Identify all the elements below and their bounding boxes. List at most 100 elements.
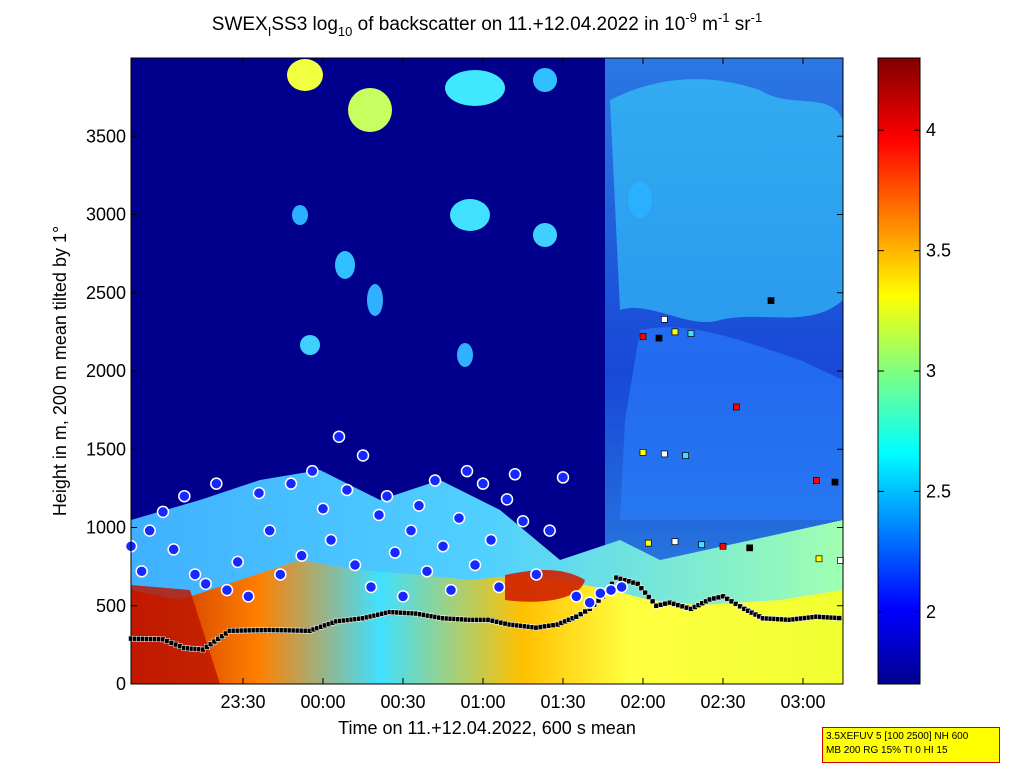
upper-aerosol-patches — [287, 59, 652, 367]
y-axis: 0 500 1000 1500 2000 2500 3000 3500 — [86, 126, 843, 694]
cloud-base-point — [436, 540, 450, 553]
cloud-base-series — [124, 430, 628, 609]
cloud-base-point — [135, 565, 148, 578]
y-tick-label: 3500 — [86, 126, 126, 146]
cloud-base-point — [364, 580, 378, 594]
colorbar-tick-label: 3.5 — [926, 241, 951, 261]
cloud-base-point — [284, 477, 298, 490]
x-tick-label: 03:00 — [780, 692, 825, 712]
info-box: 3.5XEFUV 5 [100 2500] NH 600 MB 200 RG 1… — [822, 727, 1000, 763]
upper-layer-point — [660, 316, 668, 323]
mixing-layer-point — [638, 585, 645, 591]
cloud-base-point — [316, 502, 330, 515]
cloud-base-point — [178, 489, 191, 503]
cloud-base-point — [543, 524, 556, 537]
y-tick-label: 3000 — [86, 205, 126, 225]
cloud-base-point — [583, 596, 596, 609]
mid-haze-patch — [620, 327, 843, 520]
cloud-base-point — [452, 511, 466, 525]
info-line-1: 3.5XEFUV 5 [100 2500] NH 600 — [826, 731, 969, 742]
cloud-base-point — [306, 464, 319, 478]
upper-layer-point — [639, 333, 647, 340]
cloud-base-point — [252, 486, 266, 500]
cloud-base-point — [460, 464, 474, 478]
y-tick-label: 1500 — [86, 439, 126, 459]
upper-layer-series — [639, 297, 844, 564]
upper-layer-point — [831, 478, 839, 486]
mixing-layer-point — [646, 594, 652, 600]
mixing-layer-point — [642, 589, 648, 596]
x-tick-label: 02:00 — [620, 692, 665, 712]
mixing-layer-series — [128, 574, 842, 653]
cloud-base-point — [484, 533, 498, 547]
cloud-base-point — [372, 508, 386, 522]
upper-layer-point — [767, 297, 775, 304]
y-tick-label: 0 — [116, 674, 126, 694]
cloud-base-point — [492, 580, 506, 594]
cloud-base-point — [324, 533, 338, 547]
cloud-base-point — [530, 568, 543, 581]
colorbar-axis: 2 2.5 3 3.5 4 — [878, 120, 951, 622]
cloud-base-point — [420, 565, 434, 578]
cloud-base-point — [143, 524, 156, 537]
upper-haze-patch — [610, 79, 843, 323]
cloud-base-point — [396, 590, 410, 603]
cloud-base-point — [570, 590, 583, 603]
cloud-base-point — [231, 555, 244, 569]
colorbar-tick-label: 2.5 — [926, 481, 951, 501]
x-tick-label: 00:00 — [300, 692, 345, 712]
upper-layer-point — [836, 557, 844, 564]
cloud-base-point — [404, 524, 418, 537]
x-tick-label: 00:30 — [380, 692, 425, 712]
cloud-base-point — [274, 568, 287, 581]
x-axis: 23:30 00:00 00:30 01:00 01:30 02:00 02:30 03:00 — [220, 58, 826, 712]
upper-layer-point — [660, 450, 668, 458]
cloud-base-point — [380, 489, 394, 503]
dense-layer-left — [131, 585, 220, 684]
mixing-layer-point — [649, 598, 656, 605]
y-tick-label: 2500 — [86, 283, 126, 303]
dense-layer-center — [505, 570, 585, 602]
y-axis-label: Height in m, 200 m mean tilted by 1° — [50, 226, 70, 516]
cloud-base-point — [167, 543, 180, 556]
cloud-base-point — [388, 546, 402, 559]
cloud-base-point — [356, 449, 370, 462]
x-axis-label: Time on 11.+12.04.2022, 600 s mean — [338, 718, 636, 738]
cloud-base-point — [508, 468, 522, 481]
cloud-base-point — [340, 483, 354, 497]
y-tick-label: 500 — [96, 596, 126, 616]
cloud-base-point — [220, 583, 234, 597]
info-line-2: MB 200 RG 15% TI 0 HI 15 — [826, 745, 948, 756]
y-tick-label: 2000 — [86, 361, 126, 381]
cloud-base-point — [604, 583, 618, 597]
cloud-base-point — [412, 499, 426, 512]
upper-layer-point — [812, 477, 820, 484]
upper-layer-point — [746, 544, 754, 552]
cloud-base-point — [476, 477, 490, 490]
upper-layer-point — [687, 330, 695, 337]
cloud-base-point — [444, 583, 458, 597]
x-tick-label: 23:30 — [220, 692, 265, 712]
cloud-base-point — [348, 558, 362, 572]
upper-layer-point — [671, 538, 679, 545]
cloud-base-point — [556, 471, 570, 484]
colorbar-tick-label: 3 — [926, 361, 936, 381]
cloud-base-point — [242, 590, 255, 603]
cloud-base-point — [199, 577, 212, 591]
cloud-base-point — [615, 580, 628, 594]
colorbar-tick-label: 4 — [926, 120, 936, 140]
cloud-base-point — [332, 430, 346, 443]
x-tick-label: 01:00 — [460, 692, 505, 712]
cloud-base-point — [468, 558, 482, 572]
cloud-base-point — [295, 549, 308, 562]
upper-layer-point — [671, 328, 679, 336]
upper-layer-point — [682, 452, 690, 459]
cloud-base-point — [428, 474, 442, 487]
mixing-layer-point — [836, 615, 842, 621]
cloud-base-point — [263, 524, 276, 537]
colorbar — [877, 57, 921, 685]
upper-layer-point — [639, 449, 647, 456]
cloud-base-point — [516, 514, 530, 528]
y-tick-label: 1000 — [86, 518, 126, 538]
upper-layer-point — [719, 542, 727, 550]
